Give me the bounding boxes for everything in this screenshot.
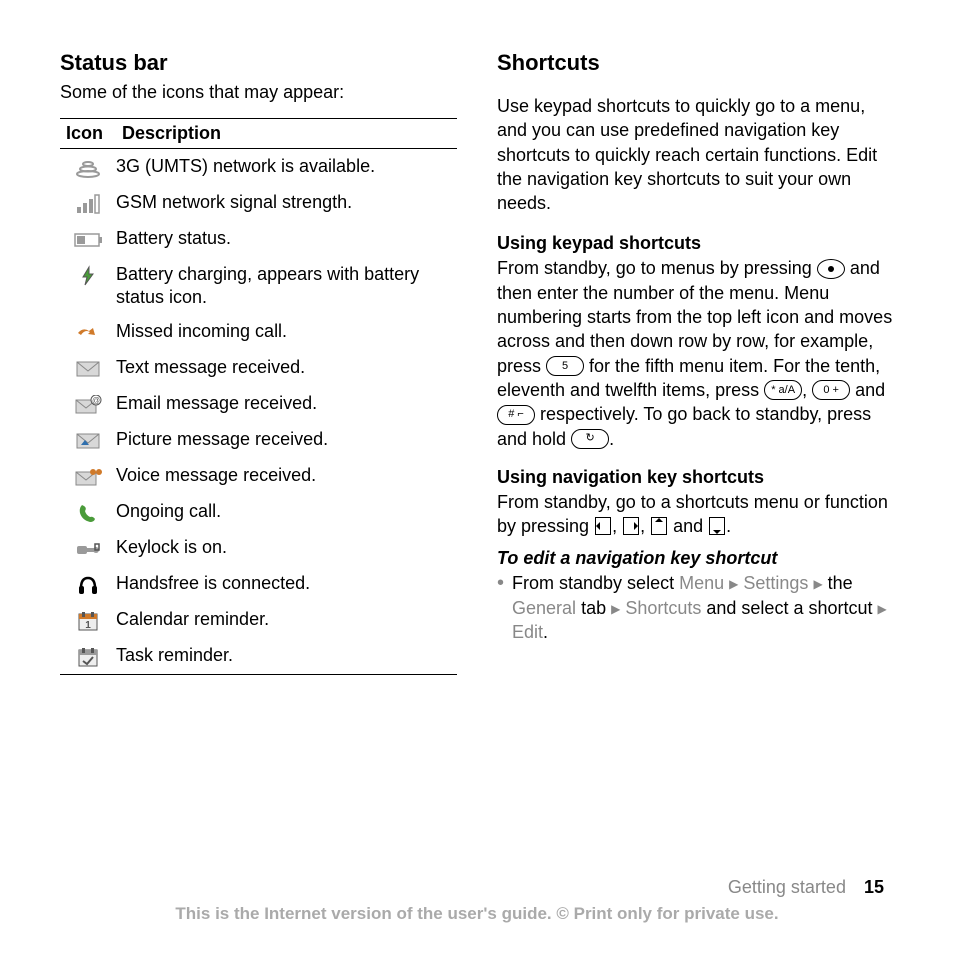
icon-description: 3G (UMTS) network is available.: [116, 155, 457, 178]
center-key-icon: [817, 259, 845, 279]
umts-icon: [74, 157, 102, 179]
key-zero-icon: 0 +: [812, 380, 850, 400]
triangle-icon: ▶: [813, 578, 822, 592]
table-row: Missed incoming call.: [60, 314, 457, 350]
charging-icon: [74, 265, 102, 287]
email-icon: @: [74, 394, 102, 416]
table-row: Battery status.: [60, 221, 457, 257]
table-row: Handsfree is connected.: [60, 566, 457, 602]
nav-left-icon: [595, 517, 611, 535]
mms-icon: [74, 430, 102, 452]
icon-description: Battery charging, appears with battery s…: [116, 263, 457, 308]
nav-shortcuts-body: From standby, go to a shortcuts menu or …: [497, 490, 894, 539]
col-desc-header: Description: [122, 123, 457, 144]
shortcuts-heading: Shortcuts: [497, 50, 894, 76]
table-row: @ Email message received.: [60, 386, 457, 422]
triangle-icon: ▶: [729, 578, 738, 592]
keypad-shortcuts-subhead: Using keypad shortcuts: [497, 233, 894, 254]
battery-icon: [74, 229, 102, 251]
table-row: Keylock is on.: [60, 530, 457, 566]
key-hash-icon: # ⌐: [497, 405, 535, 425]
page-footer: Getting started 15 This is the Internet v…: [0, 877, 954, 924]
keypad-shortcuts-body: From standby, go to menus by pressing an…: [497, 256, 894, 450]
edit-nav-subhead: To edit a navigation key shortcut: [497, 548, 894, 569]
col-icon-header: Icon: [66, 123, 122, 144]
icon-description: Missed incoming call.: [116, 320, 457, 343]
triangle-icon: ▶: [878, 602, 887, 616]
table-row: Text message received.: [60, 350, 457, 386]
bullet-icon: •: [497, 573, 504, 644]
call-icon: [74, 502, 102, 524]
icon-description: Ongoing call.: [116, 500, 457, 523]
footer-notice: This is the Internet version of the user…: [0, 904, 954, 924]
icon-description: Keylock is on.: [116, 536, 457, 559]
key-back-icon: ↻: [571, 429, 609, 449]
handsfree-icon: [74, 574, 102, 596]
icon-description: Text message received.: [116, 356, 457, 379]
triangle-icon: ▶: [611, 602, 620, 616]
key-star-icon: * a/A: [764, 380, 802, 400]
voice-icon: [74, 466, 102, 488]
icon-description: Task reminder.: [116, 644, 457, 667]
icon-description: GSM network signal strength.: [116, 191, 457, 214]
table-row: Ongoing call.: [60, 494, 457, 530]
missed-icon: [74, 322, 102, 344]
key-5-icon: 5: [546, 356, 584, 376]
table-row: Picture message received.: [60, 422, 457, 458]
icon-description: Voice message received.: [116, 464, 457, 487]
svg-text:@: @: [92, 396, 100, 405]
status-bar-intro: Some of the icons that may appear:: [60, 80, 457, 104]
nav-shortcuts-subhead: Using navigation key shortcuts: [497, 467, 894, 488]
right-column: Shortcuts Use keypad shortcuts to quickl…: [497, 50, 894, 675]
icon-description: Calendar reminder.: [116, 608, 457, 631]
table-row: Battery charging, appears with battery s…: [60, 257, 457, 314]
sms-icon: [74, 358, 102, 380]
shortcuts-intro: Use keypad shortcuts to quickly go to a …: [497, 94, 894, 215]
table-row: 1 Calendar reminder.: [60, 602, 457, 638]
task-icon: [74, 646, 102, 668]
icon-table-body: 3G (UMTS) network is available. GSM netwo…: [60, 149, 457, 675]
keylock-icon: [74, 538, 102, 560]
status-bar-heading: Status bar: [60, 50, 457, 76]
page-number: 15: [864, 877, 884, 897]
edit-nav-bullet: • From standby select Menu ▶ Settings ▶ …: [497, 571, 894, 644]
icon-description: Email message received.: [116, 392, 457, 415]
nav-right-icon: [623, 517, 639, 535]
footer-section: Getting started: [728, 877, 846, 897]
table-row: Voice message received.: [60, 458, 457, 494]
nav-up-icon: [651, 517, 667, 535]
icon-description: Battery status.: [116, 227, 457, 250]
table-row: GSM network signal strength.: [60, 185, 457, 221]
icon-table-header: Icon Description: [60, 118, 457, 149]
icon-description: Handsfree is connected.: [116, 572, 457, 595]
table-row: 3G (UMTS) network is available.: [60, 149, 457, 185]
signal-icon: [74, 193, 102, 215]
left-column: Status bar Some of the icons that may ap…: [60, 50, 457, 675]
table-row: Task reminder.: [60, 638, 457, 674]
svg-text:1: 1: [85, 620, 91, 631]
icon-description: Picture message received.: [116, 428, 457, 451]
nav-down-icon: [709, 517, 725, 535]
calendar-icon: 1: [74, 610, 102, 632]
